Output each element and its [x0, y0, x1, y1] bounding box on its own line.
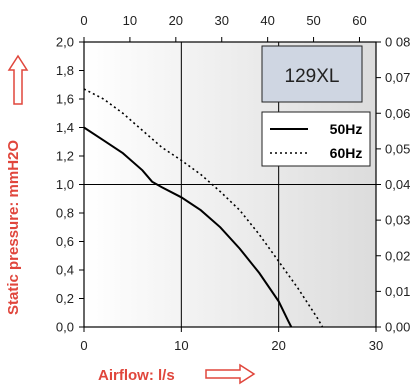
x-axis-label: Airflow: l/s [98, 367, 175, 384]
y-tick-label: 0,2 [56, 291, 74, 306]
legend-label-50hz: 50Hz [330, 121, 363, 137]
y-axis-label: Static pressure: mmH2O [5, 140, 22, 315]
series-lines [83, 88, 324, 328]
left-axis-ticks: 0,0 0,2 0,4 0,6 0,8 1,0 1,2 1,4 1,6 1,8 2,0 [56, 35, 84, 335]
y-tick-label: 1,6 [56, 92, 74, 107]
top-axis-ticks: 0 10 20 30 40 50 60 [80, 13, 367, 42]
right-tick-label: 0,05 [385, 141, 410, 156]
right-tick-label: 0,07 [385, 70, 410, 85]
y-tick-label: 1,8 [56, 63, 74, 78]
right-axis-ticks: 0,00 0,01 0,02 0,03 0,04 0,05 0,06 0,07 0 08 [376, 35, 410, 335]
top-tick-label: 50 [306, 13, 320, 28]
right-tick-label: 0,01 [385, 284, 410, 299]
right-tick-label: 0,02 [385, 248, 410, 263]
top-tick-label: 30 [215, 13, 229, 28]
x-tick-label: 10 [174, 338, 188, 353]
model-label-text: 129XL [285, 66, 340, 87]
top-tick-label: 40 [260, 13, 274, 28]
legend: 50Hz 60Hz [261, 111, 371, 167]
y-tick-label: 1,2 [56, 149, 74, 164]
y-axis-title: Static pressure: mmH2O [5, 54, 29, 315]
top-tick-label: 0 [80, 13, 87, 28]
y-tick-label: 0,4 [56, 263, 74, 278]
bottom-axis-ticks: 0 10 20 30 [80, 327, 383, 353]
top-tick-label: 20 [169, 13, 183, 28]
right-tick-label: 0,04 [385, 177, 410, 192]
right-arrow-icon [205, 363, 256, 385]
y-tick-label: 0,8 [56, 206, 74, 221]
legend-label-60hz: 60Hz [330, 145, 363, 161]
y-tick-label: 1,0 [56, 177, 74, 192]
model-label-bg [261, 45, 363, 103]
series-line-60hz [83, 88, 324, 328]
legend-box [261, 111, 371, 167]
y-tick-label: 0,0 [56, 320, 74, 335]
y-tick-label: 1,4 [56, 120, 74, 135]
right-tick-label: 0,06 [385, 106, 410, 121]
x-tick-label: 0 [80, 338, 87, 353]
y-tick-label: 2,0 [56, 35, 74, 50]
up-arrow-icon [7, 54, 29, 105]
right-tick-label: 0 08 [385, 35, 410, 50]
series-line-50hz [83, 126, 293, 328]
right-tick-label: 0,00 [385, 320, 410, 335]
top-tick-label: 10 [123, 13, 137, 28]
model-label-box: 129XL [261, 45, 363, 103]
x-tick-label: 20 [271, 338, 285, 353]
x-tick-label: 30 [369, 338, 383, 353]
top-tick-label: 60 [352, 13, 366, 28]
x-axis-title: Airflow: l/s [98, 363, 256, 385]
y-tick-label: 0,6 [56, 234, 74, 249]
right-tick-label: 0,03 [385, 213, 410, 228]
